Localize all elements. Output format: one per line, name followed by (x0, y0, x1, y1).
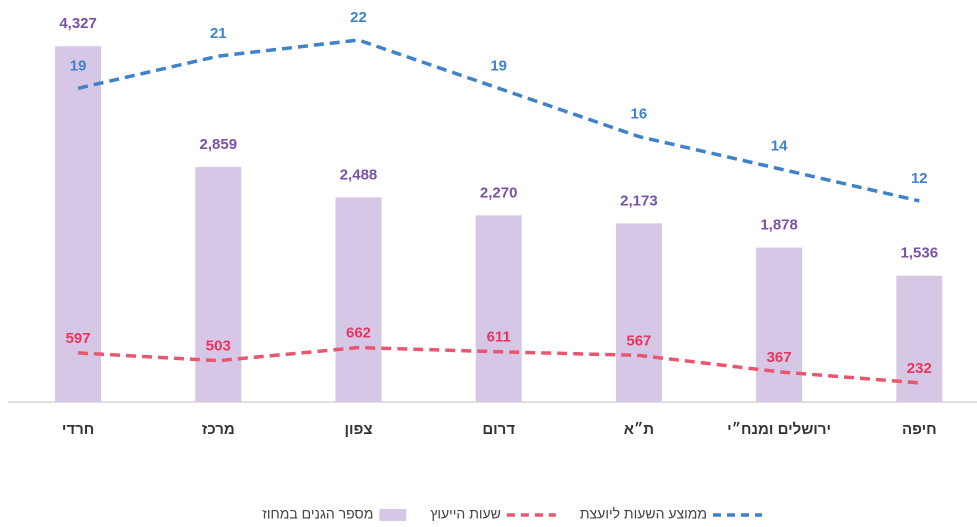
data-label: 232 (907, 360, 932, 377)
bar (475, 215, 522, 402)
x-tick-label: ירושלים ומנח״י (727, 421, 831, 438)
data-label: 503 (206, 338, 231, 355)
bar (896, 275, 943, 402)
bar (335, 197, 382, 402)
x-tick-label: מרכז (202, 421, 235, 438)
data-label: 1,878 (760, 217, 798, 234)
legend-label: מספר הגנים במחוז (262, 506, 373, 522)
data-label: 597 (66, 330, 91, 347)
bar (615, 223, 662, 402)
x-tick-label: חרדי (62, 421, 94, 438)
data-label: 14 (771, 138, 788, 155)
bar (195, 166, 242, 402)
legend-label: ממוצע השעות ליועצת (580, 506, 707, 522)
data-label: 16 (631, 106, 648, 123)
line (78, 345, 920, 385)
data-label: 2,173 (620, 192, 658, 209)
x-tick-label: צפון (345, 421, 373, 438)
legend-label: שעות הייעוץ (430, 506, 501, 522)
data-label: 611 (487, 329, 511, 346)
data-label: 2,270 (480, 184, 518, 201)
legend-swatch (379, 509, 407, 521)
data-label: 367 (767, 349, 792, 366)
data-label: 19 (490, 57, 507, 74)
bar (55, 46, 102, 402)
data-label: 12 (911, 170, 928, 187)
data-label: 2,488 (340, 166, 378, 183)
x-tick-label: חיפה (902, 421, 937, 438)
data-label: 567 (626, 332, 651, 349)
line (77, 38, 920, 203)
data-label: 1,536 (901, 245, 939, 262)
data-label: 4,327 (59, 15, 97, 32)
data-label: 22 (350, 9, 367, 26)
x-tick-label: דרום (482, 421, 515, 438)
x-tick-label: ת״א (624, 421, 654, 438)
data-label: 21 (210, 25, 227, 42)
bar (756, 247, 803, 402)
data-label: 662 (346, 325, 371, 342)
data-label: 19 (70, 57, 87, 74)
data-label: 2,859 (200, 136, 238, 153)
